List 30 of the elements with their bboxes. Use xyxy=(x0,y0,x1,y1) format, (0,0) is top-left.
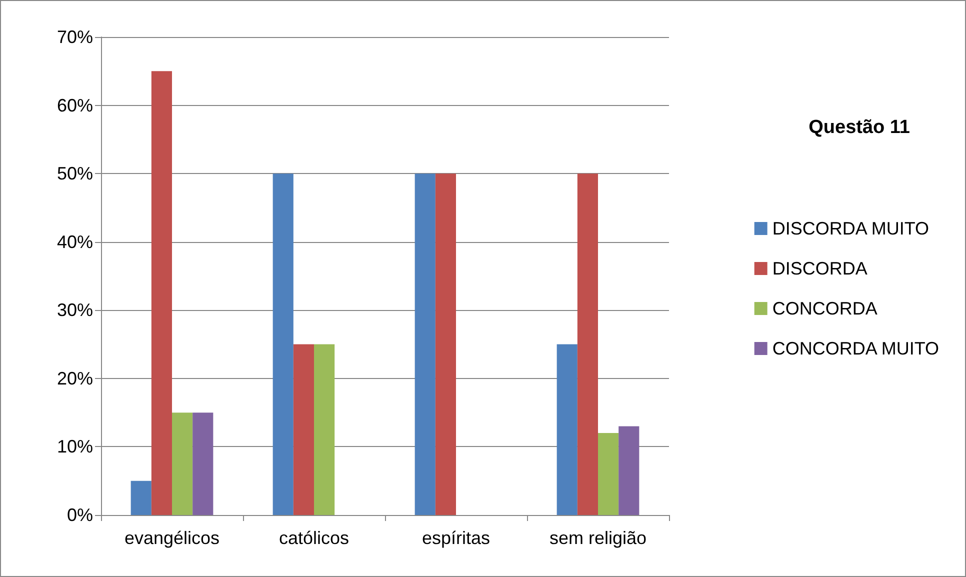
bar xyxy=(618,426,640,515)
bar xyxy=(556,344,578,515)
text: Questão 11 xyxy=(808,117,910,138)
x-tick-label: católicos xyxy=(278,528,350,548)
bar xyxy=(130,480,152,515)
x-tick-label: evangélicos xyxy=(124,528,220,548)
bar xyxy=(293,344,314,515)
bar xyxy=(272,174,294,515)
y-tick-label: 40% xyxy=(56,232,93,252)
y-tick-label: 0% xyxy=(66,505,93,525)
bar xyxy=(435,174,456,515)
bar xyxy=(172,412,193,515)
bar xyxy=(414,174,436,515)
bar xyxy=(151,71,172,515)
y-tick-label: 10% xyxy=(56,436,93,457)
y-tick-label: 70% xyxy=(56,27,93,47)
x-tick-label: espíritas xyxy=(422,528,490,548)
y-tick-label: 30% xyxy=(56,300,93,320)
y-tick-label: 50% xyxy=(56,164,93,184)
bar xyxy=(577,174,598,515)
legend-label: CONCORDA xyxy=(772,298,878,318)
bar xyxy=(314,344,335,515)
legend-label: CONCORDA MUITO xyxy=(772,338,940,358)
legend-label: DISCORDA MUITO xyxy=(772,218,930,238)
bar xyxy=(598,433,619,515)
x-tick-label: sem religião xyxy=(549,528,647,548)
y-tick-label: 20% xyxy=(56,368,93,388)
bar xyxy=(192,412,214,515)
legend-label: DISCORDA xyxy=(772,258,868,278)
y-tick-label: 60% xyxy=(56,95,93,116)
